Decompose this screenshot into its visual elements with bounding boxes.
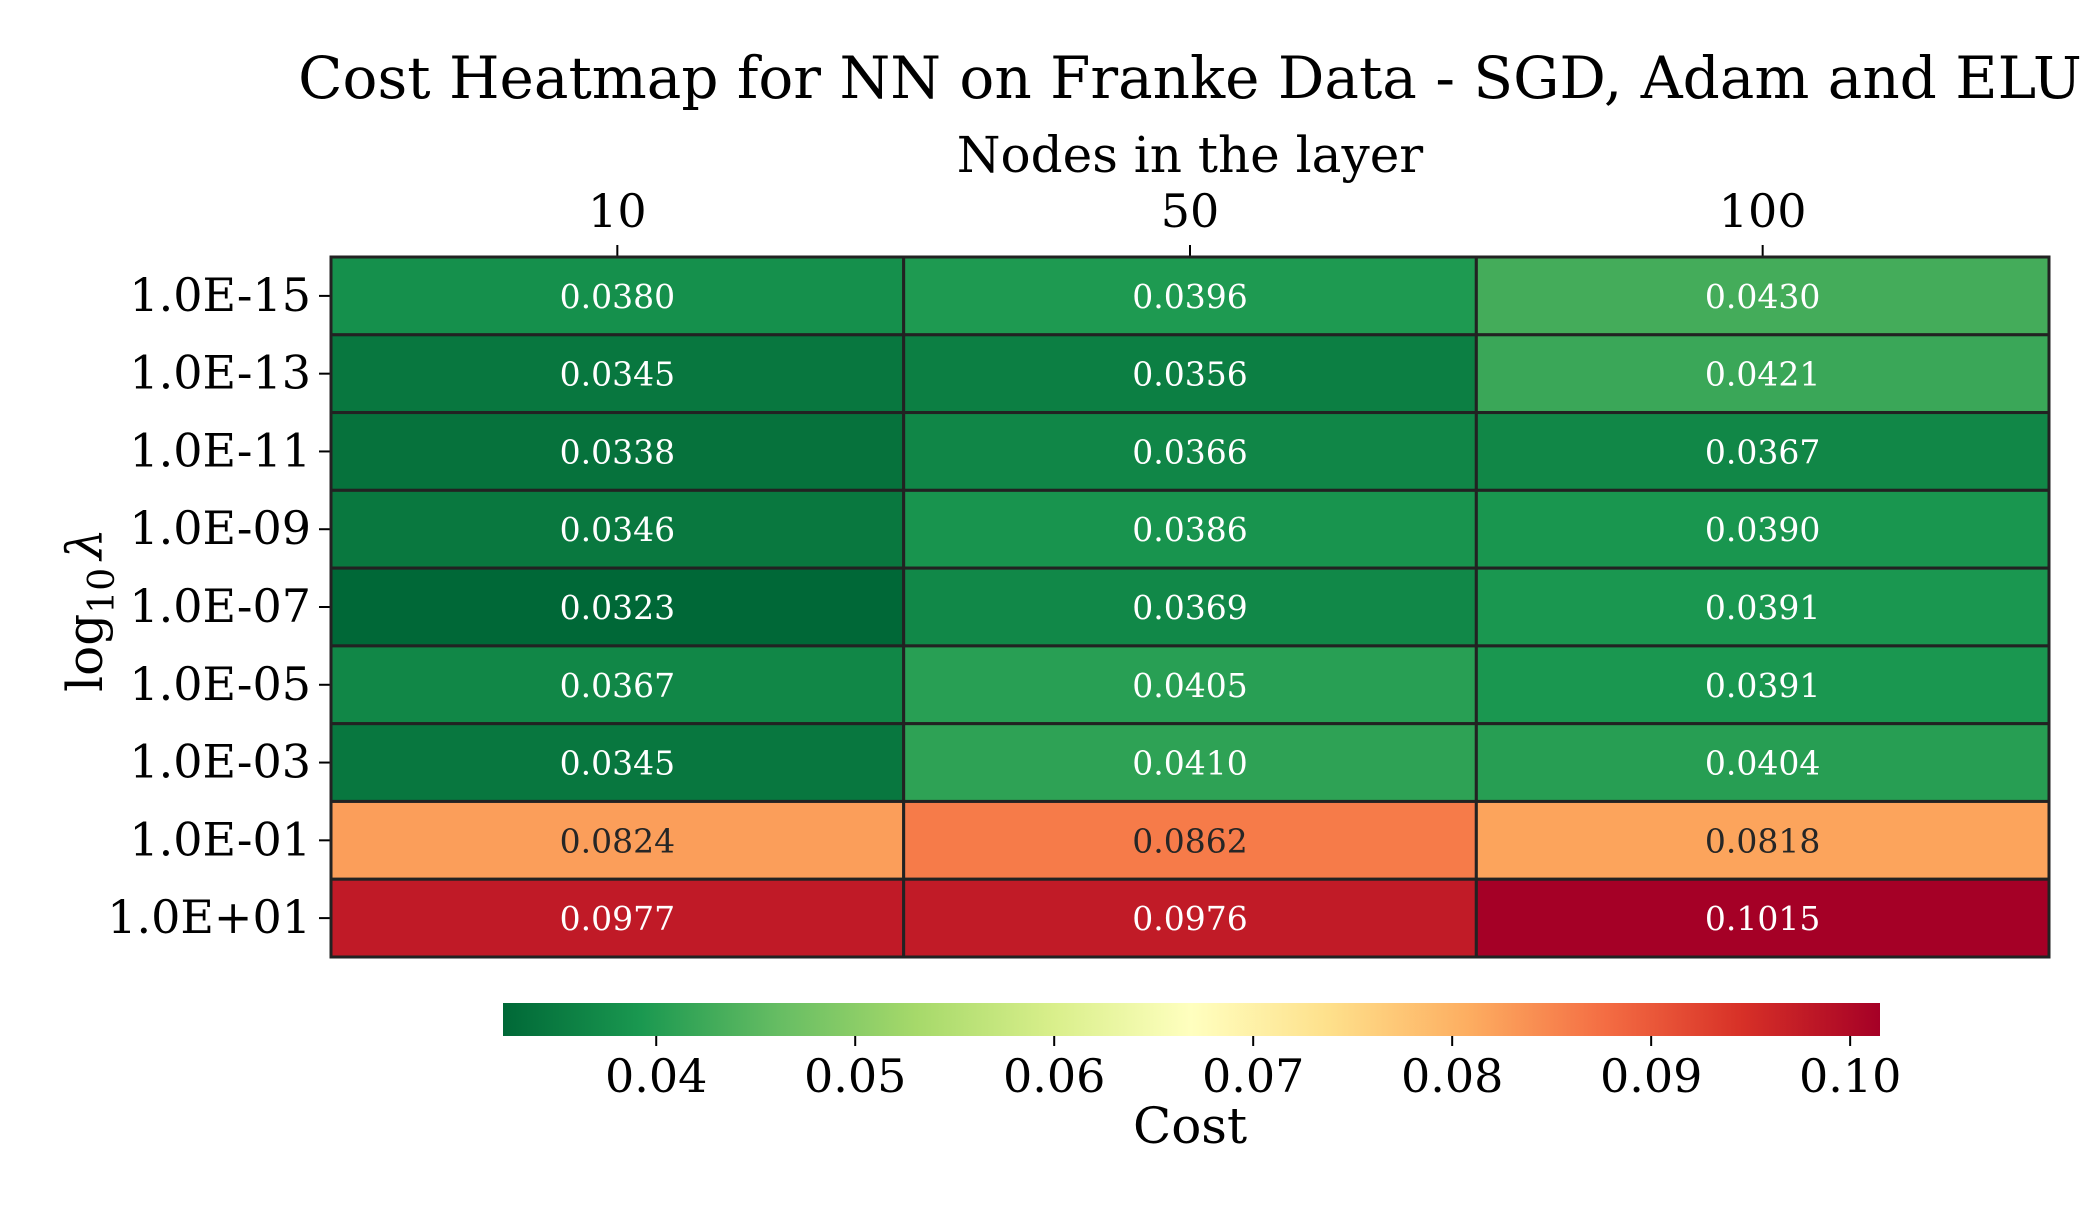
y-tick-label: 1.0E+01: [107, 890, 311, 944]
y-tick-label: 1.0E-03: [129, 735, 311, 789]
heatmap-cell-value: 0.0430: [1705, 277, 1820, 316]
heatmap-cell-value: 0.0386: [1132, 510, 1247, 549]
heatmap-cell-value: 0.0977: [560, 899, 675, 938]
heatmap-cell: [1474, 799, 2051, 881]
colorbar: 0.04 0.05 0.06 0.07 0.08 0.09 0.10 Cost: [503, 1003, 1901, 1155]
y-tick-label: 1.0E-13: [129, 346, 311, 400]
heatmap-cell: [329, 333, 906, 415]
colorbar-ticks: 0.04 0.05 0.06 0.07 0.08 0.09 0.10: [605, 1036, 1901, 1103]
heatmap-cell: [329, 644, 906, 726]
heatmap-cell: [329, 411, 906, 492]
colorbar-tick-label: 0.10: [1799, 1049, 1901, 1103]
heatmap-cell-value: 0.0380: [560, 277, 675, 316]
x-tick-label: 100: [1719, 184, 1807, 238]
y-tick-label: 1.0E-05: [129, 657, 311, 711]
y-axis-label-subscript: 10: [82, 568, 123, 614]
heatmap-cell-value: 0.0323: [560, 588, 675, 627]
heatmap-cell-value: 0.0391: [1705, 588, 1820, 627]
heatmap-cell-value: 0.0391: [1705, 666, 1820, 705]
heatmap-cell-value: 0.0369: [1132, 588, 1247, 627]
heatmap-cell-value: 0.0390: [1705, 510, 1820, 549]
y-tick-label: 1.0E-15: [129, 268, 311, 322]
heatmap-cell-value: 0.0862: [1132, 821, 1247, 860]
heatmap-cell-value: 0.0421: [1705, 355, 1820, 394]
heatmap-cell: [1474, 644, 2051, 726]
heatmap-cell: [329, 255, 906, 337]
heatmap-cell: [902, 255, 1478, 337]
colorbar-tick-label: 0.07: [1202, 1049, 1304, 1103]
y-tick-label: 1.0E-11: [129, 423, 311, 477]
heatmap-cell-value: 0.0396: [1132, 277, 1247, 316]
colorbar-tick-label: 0.09: [1600, 1049, 1702, 1103]
heatmap-cell-value: 0.0405: [1132, 666, 1247, 705]
heatmap-cell-value: 0.0345: [560, 744, 675, 783]
chart-title: Cost Heatmap for NN on Franke Data - SGD…: [298, 44, 2082, 112]
heatmap-cell: [329, 799, 906, 881]
y-axis-label: log10 λ: [56, 528, 123, 692]
y-tick-label: 1.0E-01: [129, 812, 311, 866]
heatmap-cell-value: 0.0367: [1705, 432, 1820, 471]
heatmap-cell-value: 0.0410: [1132, 744, 1247, 783]
heatmap-cell: [902, 877, 1478, 959]
y-tick-label: 1.0E-07: [129, 579, 311, 633]
x-tick-label: 50: [1161, 184, 1220, 238]
heatmap-cell-value: 0.0356: [1132, 355, 1247, 394]
heatmap-cell-value: 0.0346: [560, 510, 675, 549]
heatmap-cell-value: 0.0345: [560, 355, 675, 394]
heatmap-cell-value: 0.0367: [560, 666, 675, 705]
heatmap-cell-value: 0.0366: [1132, 432, 1247, 471]
heatmap-cell: [1474, 877, 2051, 959]
heatmap-cell-value: 0.1015: [1705, 899, 1820, 938]
heatmap-cell: [1474, 411, 2051, 492]
heatmap-cell-value: 0.0338: [560, 432, 675, 471]
heatmap-cell: [1474, 488, 2051, 570]
colorbar-label: Cost: [1133, 1097, 1247, 1155]
colorbar-tick-label: 0.04: [605, 1049, 707, 1103]
colorbar-tick-label: 0.05: [804, 1049, 906, 1103]
heatmap-cell: [902, 722, 1478, 803]
heatmap-cell-value: 0.0404: [1705, 744, 1820, 783]
heatmap-cell-value: 0.0976: [1132, 899, 1247, 938]
heatmap-cell-value: 0.0818: [1705, 821, 1820, 860]
heatmap-cell-value: 0.0824: [560, 821, 675, 860]
x-axis-ticks: 10 50 100: [588, 184, 1807, 257]
heatmap-cell: [902, 644, 1478, 726]
colorbar-tick-label: 0.06: [1003, 1049, 1105, 1103]
y-axis-label-symbol: λ: [56, 528, 114, 562]
heatmap-cells: [329, 255, 2051, 959]
colorbar-tick-label: 0.08: [1401, 1049, 1503, 1103]
y-axis-label-base: log: [56, 614, 114, 692]
x-axis-label: Nodes in the layer: [957, 126, 1424, 184]
colorbar-gradient: [503, 1003, 1880, 1036]
heatmap-cell: [329, 488, 906, 570]
y-axis-ticks: 1.0E-15 1.0E-13 1.0E-11 1.0E-09 1.0E-07 1.0E-…: [107, 268, 331, 944]
x-tick-label: 10: [588, 184, 647, 238]
heatmap-cell: [902, 488, 1478, 570]
heatmap-cell-labels: 0.0380 0.0396 0.0430 0.0345 0.0356 0.0421 0.03…: [560, 277, 1821, 938]
y-tick-label: 1.0E-09: [129, 501, 311, 555]
